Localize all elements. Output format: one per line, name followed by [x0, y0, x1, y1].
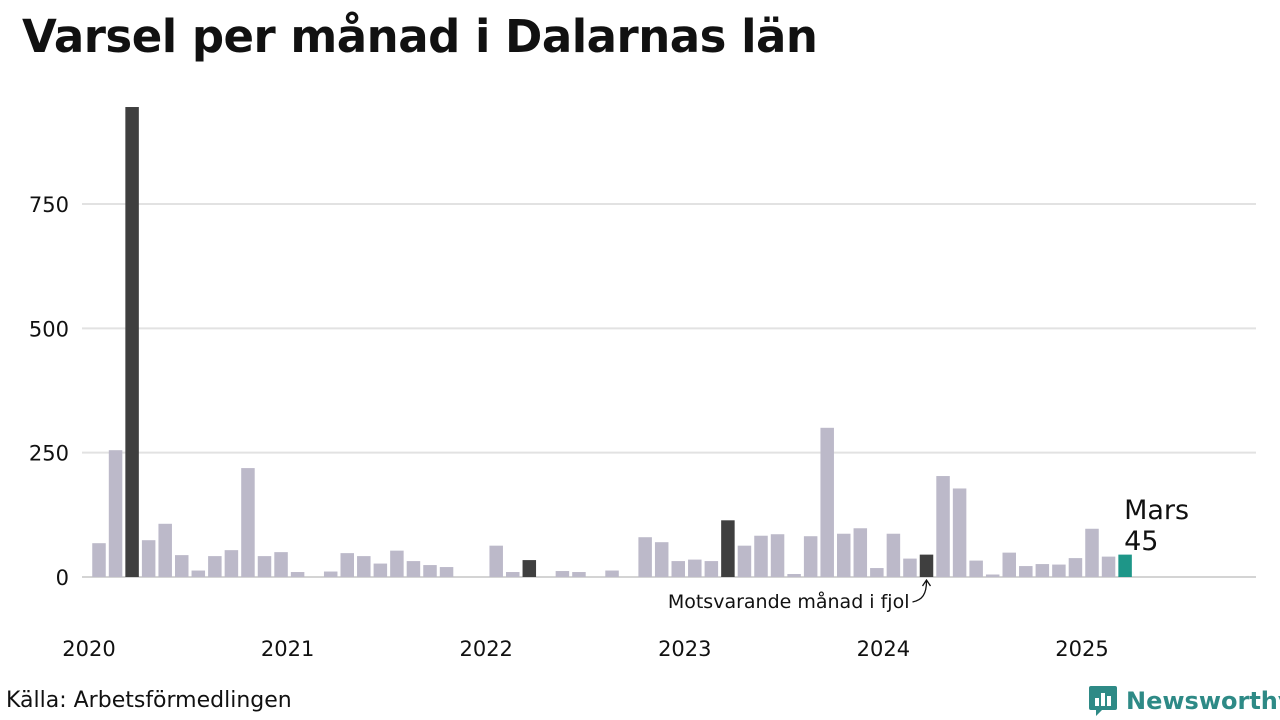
x-tick-label: 2025: [1055, 637, 1108, 661]
x-tick-label: 2022: [459, 637, 512, 661]
bar: [803, 536, 818, 577]
bar: [605, 570, 619, 577]
annotations: Mars 45 Motsvarande månad i fjol: [668, 495, 1189, 613]
gridlines: [82, 203, 1256, 578]
x-tick-label: 2020: [62, 637, 115, 661]
bar: [1085, 528, 1099, 577]
bar: [323, 571, 338, 577]
bar: [92, 543, 106, 577]
bar: [1052, 564, 1066, 577]
bar: [141, 540, 156, 577]
x-tick-label: 2024: [857, 637, 910, 661]
y-tick-label: 250: [29, 442, 69, 466]
bars: [92, 107, 1132, 578]
bar: [886, 533, 901, 577]
bar: [489, 545, 503, 577]
bar: [208, 556, 222, 577]
bar-same-month-highlight: [125, 107, 139, 578]
x-axis-ticks: 2020 2021 2022 2023 2024 2025: [62, 637, 1108, 661]
bar: [688, 559, 702, 577]
bar-same-month-highlight: [721, 520, 735, 577]
bar: [373, 563, 388, 577]
bar: [241, 468, 255, 577]
bar: [423, 565, 437, 577]
bar: [357, 556, 371, 577]
bar: [406, 561, 421, 577]
bar: [654, 542, 669, 577]
previous-year-note: Motsvarande månad i fjol: [668, 590, 910, 613]
bar: [506, 572, 520, 577]
bar: [224, 550, 239, 577]
bar: [572, 572, 586, 577]
bar: [837, 533, 851, 577]
bar: [704, 561, 719, 577]
bar: [770, 534, 785, 577]
bar: [638, 537, 652, 577]
bar: [274, 552, 288, 577]
bar: [158, 523, 172, 577]
bar: [903, 558, 917, 577]
x-tick-label: 2023: [658, 637, 711, 661]
bar: [936, 476, 950, 577]
bar: [985, 574, 1000, 577]
bar: [820, 427, 834, 577]
source-note: Källa: Arbetsförmedlingen: [6, 688, 292, 713]
chart-title: Varsel per månad i Dalarnas län: [22, 10, 818, 63]
bar: [952, 488, 967, 577]
bar: [1068, 558, 1083, 577]
bar-same-month-highlight: [919, 554, 934, 577]
bar: [853, 528, 868, 577]
bar: [257, 556, 272, 577]
current-month-label: Mars: [1124, 495, 1189, 526]
bar: [1035, 564, 1050, 577]
bar: [390, 550, 404, 577]
y-tick-label: 500: [29, 317, 69, 341]
y-tick-label: 0: [56, 566, 69, 590]
bar: [969, 560, 983, 577]
bar: [191, 570, 206, 577]
bar: [1019, 566, 1033, 577]
bar: [787, 574, 801, 577]
bar: [290, 572, 305, 577]
brand-logo: Newsworthy: [1088, 684, 1280, 718]
bar-chart: 0 250 500 750 2020 2021 2022 2023 2024 2025 Mars…: [29, 107, 1256, 661]
bar: [737, 545, 752, 577]
bar: [108, 450, 123, 577]
newsworthy-logo-icon: [1089, 686, 1117, 716]
bar: [754, 535, 768, 577]
bar: [555, 571, 570, 577]
bar: [439, 567, 454, 577]
bar: [1002, 552, 1016, 577]
brand-name: Newsworthy: [1126, 687, 1280, 715]
previous-year-arrow: [912, 578, 932, 603]
bar-same-month-highlight: [522, 560, 537, 577]
bar-current-month: [1118, 554, 1132, 577]
y-axis-ticks: 0 250 500 750: [29, 193, 69, 590]
y-tick-label: 750: [29, 193, 69, 217]
x-tick-label: 2021: [261, 637, 314, 661]
bar: [340, 553, 354, 577]
bar: [175, 555, 189, 577]
current-value-label: 45: [1124, 526, 1158, 557]
bar: [870, 568, 884, 577]
bar: [1101, 556, 1116, 577]
bar: [671, 561, 685, 577]
